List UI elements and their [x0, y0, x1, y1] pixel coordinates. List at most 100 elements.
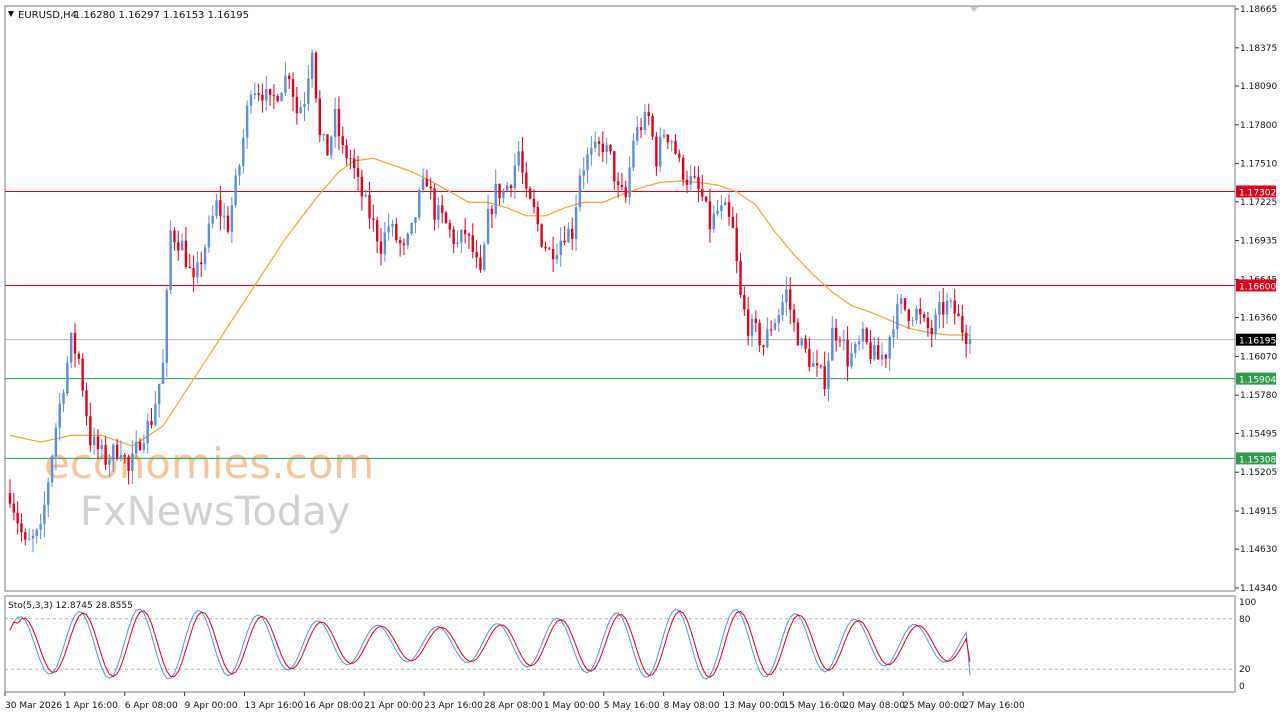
- candle-body-bull: [938, 302, 941, 315]
- candle-body-bear: [678, 153, 681, 158]
- candle-body-bear: [563, 240, 566, 243]
- candle-body-bear: [942, 302, 945, 315]
- candle-body-bull: [689, 176, 692, 185]
- candle-body-bear: [490, 208, 494, 215]
- candle-body-bull: [811, 363, 815, 367]
- candle-body-bear: [226, 215, 230, 232]
- candle-body-bear: [89, 416, 92, 446]
- candle-body-bear: [219, 200, 222, 216]
- stoch-scale-label: 80: [1239, 615, 1251, 625]
- candle-body-bear: [869, 342, 872, 360]
- price-tick-label: 1.15205: [1240, 468, 1277, 478]
- price-panel-frame: [4, 5, 1236, 592]
- candle-body-bull: [662, 134, 666, 137]
- candle-body-bear: [601, 143, 605, 153]
- candle-body-bull: [842, 339, 845, 342]
- candle-body-bear: [769, 329, 773, 331]
- price-tick-label: 1.16070: [1240, 352, 1277, 362]
- candle-body-bear: [551, 248, 555, 260]
- candle-body-bull: [593, 141, 597, 149]
- candle-body-bear: [295, 96, 299, 114]
- time-tick-label: 6 Apr 08:00: [125, 701, 178, 711]
- candle-body-bear: [16, 512, 19, 524]
- candle-body-bear: [395, 223, 398, 241]
- price-tick-label: 1.17225: [1240, 198, 1277, 208]
- candle-body-bull: [670, 140, 673, 143]
- stoch-scale: 100 80 20 0: [1239, 598, 1256, 692]
- moving-average: [9, 157, 970, 447]
- candle-body-bear: [846, 339, 849, 367]
- candle-body-bull: [911, 320, 914, 322]
- candle-body-bull: [50, 456, 54, 483]
- candle-body-bull: [628, 167, 631, 198]
- candle-body-bull: [31, 535, 35, 539]
- watermark-fxnewstoday: FxNewsToday: [80, 489, 350, 535]
- stoch-panel-frame: [4, 595, 1236, 693]
- candle-body-bull: [517, 151, 520, 166]
- candle-body-bull: [284, 75, 287, 94]
- time-tick-label: 1 Apr 16:00: [65, 701, 118, 711]
- candle-body-bear: [291, 79, 295, 97]
- candle-body-bear: [571, 228, 574, 239]
- candle-body-bull: [899, 298, 903, 304]
- candle-body-bear: [613, 151, 616, 182]
- candle-body-bear: [624, 187, 627, 198]
- candle-body-bear: [341, 136, 344, 146]
- candle-body-bull: [414, 217, 417, 223]
- candle-body-bear: [877, 345, 880, 360]
- candle-body-bull: [486, 208, 490, 244]
- candle-body-bull: [92, 436, 96, 446]
- candle-body-bear: [731, 216, 735, 228]
- candle-body-bear: [953, 300, 956, 314]
- candle-body-bull: [892, 329, 895, 338]
- candle-body-bear: [532, 198, 536, 207]
- candle-body-bull: [437, 205, 440, 220]
- time-tick-label: 23 Apr 16:00: [424, 701, 483, 711]
- candle-body-bear: [123, 455, 126, 457]
- candle-body-bull: [766, 329, 769, 348]
- candle-body-bull: [196, 262, 199, 278]
- candle-body-bull: [934, 314, 937, 335]
- candle-body-bear: [907, 309, 911, 322]
- price-axis: 1.18665 1.18375 1.18090 1.17800 1.17510 1.172…: [1235, 5, 1277, 594]
- candle-body-bear: [272, 94, 276, 96]
- candle-body-bull: [169, 230, 172, 291]
- candle-body-bull: [154, 404, 157, 425]
- candle-body-bull: [203, 247, 207, 265]
- candle-body-bull: [915, 308, 918, 321]
- level-tag-label: 1.17302: [1239, 188, 1276, 198]
- price-tick-label: 1.17510: [1240, 160, 1277, 170]
- candle-body-bear: [655, 136, 658, 167]
- price-tick-label: 1.18665: [1240, 5, 1277, 15]
- candle-body-bear: [704, 196, 708, 202]
- candle-body-bull: [62, 393, 65, 404]
- candle-body-bull: [586, 154, 589, 171]
- candle-body-bear: [930, 327, 933, 335]
- dropdown-triangle-icon[interactable]: [8, 11, 14, 17]
- price-tick-label: 1.14915: [1240, 507, 1277, 517]
- time-tick-label: 9 Apr 00:00: [185, 701, 238, 711]
- price-tick-label: 1.14630: [1240, 545, 1277, 555]
- candle-body-bear: [926, 317, 930, 328]
- candle-body-bear: [345, 145, 348, 159]
- candle-body-bull: [207, 223, 211, 248]
- candlesticks: [8, 49, 972, 553]
- candle-body-bull: [234, 175, 237, 206]
- candle-body-bear: [184, 240, 188, 268]
- candle-body-bear: [639, 127, 643, 131]
- stoch-label: Sto(5,3,3) 12.8745 28.8555: [8, 601, 133, 611]
- candle-body-bull: [712, 213, 715, 230]
- time-tick-label: 21 Apr 00:00: [364, 701, 423, 711]
- candle-body-bear: [681, 157, 685, 180]
- candle-body-bear: [326, 134, 329, 156]
- candle-body-bear: [192, 268, 195, 278]
- candle-body-bull: [307, 78, 310, 104]
- price-tick-label: 1.16935: [1240, 237, 1277, 247]
- candle-body-bear: [356, 168, 360, 177]
- candle-body-bear: [433, 188, 436, 220]
- candle-body-bear: [743, 294, 746, 310]
- time-tick-label: 25 May 00:00: [903, 701, 965, 711]
- candle-body-bear: [96, 436, 100, 450]
- candle-body-bull: [421, 178, 425, 190]
